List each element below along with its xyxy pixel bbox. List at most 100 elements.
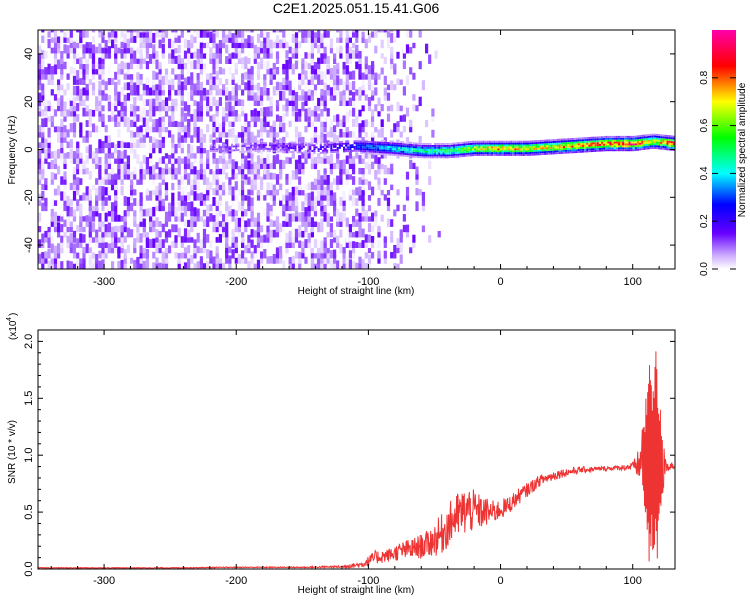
heatmap-cell xyxy=(345,30,349,38)
heatmap-cell xyxy=(409,119,413,128)
heatmap-cell xyxy=(247,241,251,248)
heatmap-cell xyxy=(367,205,372,212)
heatmap-cell xyxy=(408,149,411,152)
heatmap-cell xyxy=(499,152,502,154)
heatmap-cell xyxy=(317,169,321,180)
heatmap-cell xyxy=(444,148,447,151)
heatmap-cell xyxy=(380,163,384,170)
heatmap-cell xyxy=(348,241,352,248)
heatmap-cell xyxy=(234,135,238,143)
heatmap-cell xyxy=(263,47,267,54)
heatmap-cell xyxy=(493,148,496,151)
heatmap-cell xyxy=(123,149,127,159)
heatmap-cell xyxy=(126,208,130,217)
heatmap-cell xyxy=(285,213,289,222)
heatmap-cell xyxy=(133,89,137,96)
heatmap-cell xyxy=(351,150,354,152)
heatmap-cell xyxy=(304,125,308,133)
heatmap-cell xyxy=(562,150,565,152)
heatmap-cell xyxy=(611,135,614,138)
heatmap-cell xyxy=(577,141,580,144)
heatmap-cell xyxy=(480,146,483,149)
spectrogram-x-tick-label: -100 xyxy=(357,276,379,288)
heatmap-cell xyxy=(338,141,341,144)
heatmap-cell xyxy=(510,144,513,147)
heatmap-cell xyxy=(653,147,656,149)
heatmap-cell xyxy=(560,146,563,149)
heatmap-cell xyxy=(272,122,276,133)
heatmap-cell xyxy=(101,252,105,259)
heatmap-cell xyxy=(493,142,496,145)
heatmap-cell xyxy=(202,209,207,217)
heatmap-cell xyxy=(120,225,124,233)
heatmap-cell xyxy=(383,153,386,156)
heatmap-cell xyxy=(649,145,652,148)
heatmap-cell xyxy=(114,210,118,217)
heatmap-cell xyxy=(423,143,426,145)
heatmap-cell xyxy=(531,153,534,156)
heatmap-cell xyxy=(556,146,559,149)
heatmap-cell xyxy=(396,238,400,248)
heatmap-cell xyxy=(615,135,618,138)
heatmap-cell xyxy=(636,144,639,147)
heatmap-cell xyxy=(91,222,96,233)
heatmap-cell xyxy=(326,220,330,227)
heatmap-cell xyxy=(395,148,398,151)
heatmap-cell xyxy=(400,146,403,149)
heatmap-cell xyxy=(69,261,73,269)
heatmap-cell xyxy=(577,147,580,150)
heatmap-cell xyxy=(584,148,587,151)
heatmap-cell xyxy=(199,192,203,201)
heatmap-cell xyxy=(88,254,92,264)
heatmap-cell xyxy=(114,186,118,196)
heatmap-cell xyxy=(301,71,305,80)
heatmap-cell xyxy=(294,36,299,43)
heatmap-cell xyxy=(47,240,51,248)
heatmap-cell xyxy=(433,145,436,147)
heatmap-cell xyxy=(605,147,608,150)
heatmap-cell xyxy=(672,137,675,140)
heatmap-cell xyxy=(527,154,530,156)
heatmap-cell xyxy=(412,142,415,145)
heatmap-cell xyxy=(171,182,175,191)
heatmap-cell xyxy=(590,142,593,145)
heatmap-cell xyxy=(256,46,261,54)
heatmap-cell xyxy=(247,121,251,127)
heatmap-cell xyxy=(260,118,264,127)
heatmap-cell xyxy=(317,246,321,254)
heatmap-cell xyxy=(231,117,235,127)
heatmap-cell xyxy=(609,145,612,148)
heatmap-cell xyxy=(431,129,435,138)
heatmap-cell xyxy=(339,78,343,85)
heatmap-cell xyxy=(183,192,188,201)
heatmap-cell xyxy=(142,218,146,227)
heatmap-cell xyxy=(440,150,443,153)
heatmap-cell xyxy=(60,96,64,106)
heatmap-cell xyxy=(272,143,276,154)
heatmap-cell xyxy=(298,155,302,164)
heatmap-cell xyxy=(44,157,48,164)
heatmap-cell xyxy=(202,174,207,180)
heatmap-cell xyxy=(206,78,210,85)
heatmap-cell xyxy=(136,75,140,85)
heatmap-cell xyxy=(313,62,318,70)
heatmap-cell xyxy=(247,128,251,138)
heatmap-cell xyxy=(258,150,261,152)
heatmap-cell xyxy=(428,235,432,243)
heatmap-cell xyxy=(313,160,318,170)
heatmap-cell xyxy=(256,224,261,233)
heatmap-cell xyxy=(133,189,137,196)
heatmap-cell xyxy=(353,146,356,148)
heatmap-cell xyxy=(180,66,184,75)
heatmap-cell xyxy=(158,62,162,70)
heatmap-cell xyxy=(670,141,673,144)
heatmap-cell xyxy=(433,154,436,157)
heatmap-cell xyxy=(643,136,646,139)
heatmap-cell xyxy=(630,143,633,146)
heatmap-cell xyxy=(516,154,519,156)
heatmap-cell xyxy=(111,261,115,269)
heatmap-cell xyxy=(497,150,500,153)
heatmap-cell xyxy=(171,206,175,217)
heatmap-cell xyxy=(91,252,96,259)
heatmap-cell xyxy=(304,207,308,217)
